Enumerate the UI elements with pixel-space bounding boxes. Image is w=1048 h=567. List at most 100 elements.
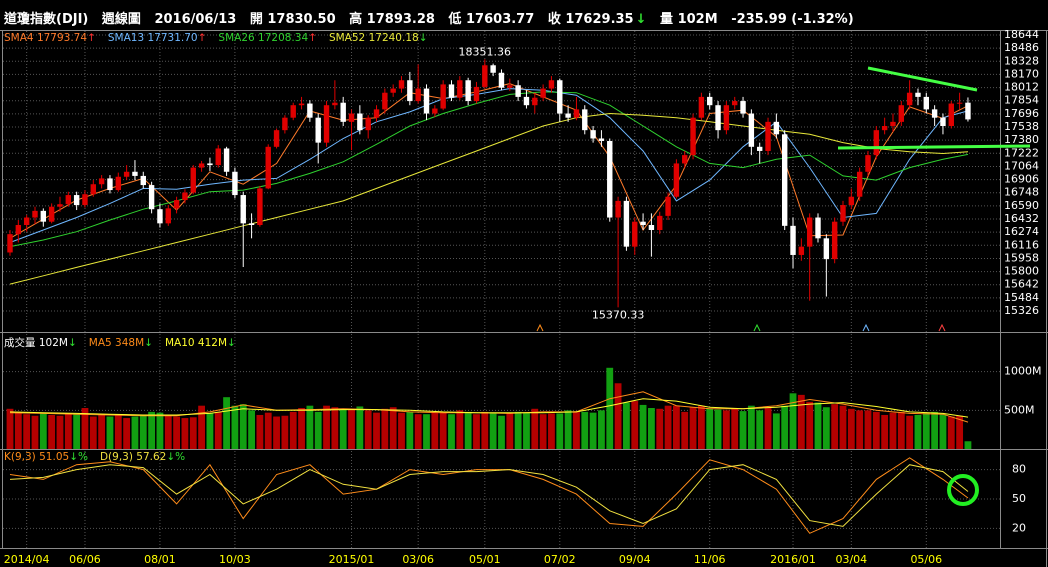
volume-bar xyxy=(573,411,580,449)
volume-bar xyxy=(64,413,72,449)
candle-body xyxy=(673,163,680,197)
candle-body xyxy=(182,192,188,201)
volume-bar xyxy=(498,415,505,449)
y-tick-label: 16274 xyxy=(1004,225,1039,238)
volume-bar xyxy=(98,414,106,449)
candle-body xyxy=(473,86,480,102)
volume-bar xyxy=(381,408,389,449)
volume-bar xyxy=(73,414,81,449)
volume-bar xyxy=(131,416,139,449)
candle-body xyxy=(298,103,305,106)
signal-marker xyxy=(536,323,544,332)
candle-body xyxy=(90,184,96,195)
volume-bar xyxy=(173,416,180,449)
candle-body xyxy=(548,80,555,89)
candle-body xyxy=(781,134,788,226)
y-tick-label: 17380 xyxy=(1004,133,1039,146)
y-tick-label: 16748 xyxy=(1004,186,1039,199)
candle-body xyxy=(640,221,646,226)
volume-bar xyxy=(289,411,297,449)
candle-body xyxy=(290,105,296,118)
x-tick-label: 06/06 xyxy=(69,553,101,566)
volume-bar xyxy=(139,414,147,449)
volume-bar xyxy=(906,415,914,449)
volume-bar xyxy=(722,410,730,449)
legend-name: SMA4 xyxy=(4,32,34,44)
line-series xyxy=(9,457,969,534)
legend-name: 成交量 xyxy=(4,337,36,349)
candle-body xyxy=(698,96,705,118)
legend-arrow: ↑ xyxy=(197,32,207,44)
volume-bar xyxy=(56,415,64,449)
candle-body xyxy=(32,210,38,218)
candle-body xyxy=(57,204,63,207)
y-tick-label: 80 xyxy=(1012,463,1026,476)
candle-body xyxy=(607,140,613,218)
candle-body xyxy=(132,171,138,176)
volume-bar xyxy=(264,412,272,449)
candle-body xyxy=(257,188,263,226)
x-tick-label: 03/06 xyxy=(402,553,434,566)
candle-body xyxy=(931,109,938,118)
candle-body xyxy=(865,155,871,172)
candle-body xyxy=(98,178,105,185)
volume-bar xyxy=(656,408,664,449)
volume-bar xyxy=(356,406,364,449)
candle-body xyxy=(590,130,596,139)
candle-body xyxy=(223,148,230,172)
y-tick-label: 15326 xyxy=(1004,304,1039,317)
volume-bar xyxy=(389,407,397,449)
volume-bar xyxy=(239,404,247,449)
volume-bar xyxy=(523,412,530,449)
volume-bar xyxy=(464,411,472,449)
legend-name: D(9,3) xyxy=(99,451,133,463)
candle-body xyxy=(956,102,963,104)
legend: SMA4 17793.74↑ SMA13 17731.70↑ SMA26 17208… xyxy=(4,32,440,44)
candle-body xyxy=(307,103,313,118)
volume-bar xyxy=(564,410,572,449)
line-series xyxy=(9,112,969,285)
candle-body xyxy=(165,208,171,224)
volume-bar xyxy=(931,411,939,449)
volume-bar xyxy=(256,414,264,449)
annotations xyxy=(536,66,1031,506)
candle-body xyxy=(23,217,30,226)
legend-item: SMA4 17793.74↑ xyxy=(4,32,96,44)
candle-body xyxy=(440,84,446,109)
candle-body xyxy=(806,217,813,247)
volume-bar xyxy=(548,413,555,449)
legend-item: 成交量 102M↓ xyxy=(4,337,77,349)
candle-body xyxy=(965,102,971,120)
header-change: -235.99 (-1.32%) xyxy=(731,12,854,27)
volume-bar xyxy=(223,397,230,449)
candle-body xyxy=(365,117,371,131)
candle-body xyxy=(65,195,72,205)
volume-bar xyxy=(306,405,314,449)
candle-body xyxy=(923,96,929,110)
candle-body xyxy=(615,200,621,218)
volume-bar xyxy=(839,405,847,449)
candle-body xyxy=(840,205,846,222)
candle-body xyxy=(707,96,713,106)
candle-body xyxy=(498,72,505,88)
candle-body xyxy=(823,238,830,260)
y-tick-label: 17696 xyxy=(1004,107,1039,120)
x-tick-label: 07/02 xyxy=(544,553,576,566)
candle-body xyxy=(856,171,863,197)
legend-value: 412M xyxy=(197,337,228,349)
candle-body xyxy=(623,200,630,247)
candle-body xyxy=(690,117,696,156)
volume-bar xyxy=(772,413,780,449)
volume-bar xyxy=(448,414,455,449)
volume-bar xyxy=(414,414,422,449)
candle-body xyxy=(598,138,605,141)
candle-body xyxy=(382,92,388,110)
volume-bar xyxy=(747,405,755,449)
x-tick-label: 2016/01 xyxy=(770,553,816,566)
candle-body xyxy=(390,88,396,93)
volume-bar xyxy=(539,414,547,449)
volume-bar xyxy=(756,410,764,449)
candle-body xyxy=(423,88,430,114)
